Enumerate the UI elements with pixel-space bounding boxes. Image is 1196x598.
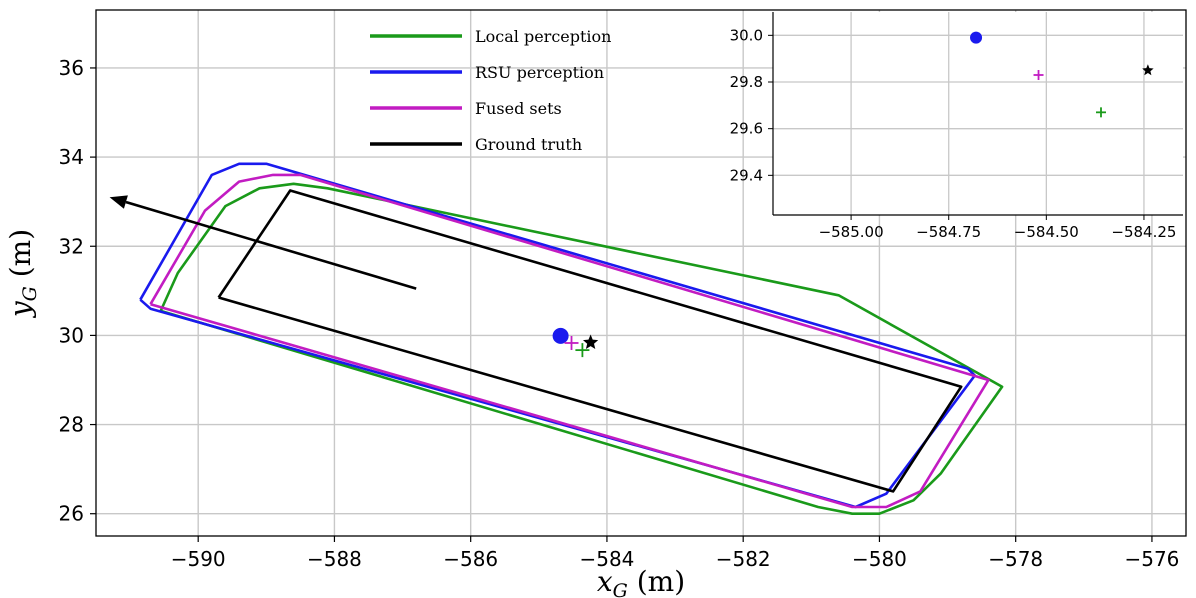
heading-arrow-shaft	[125, 200, 417, 290]
x-axis-title-main: x	[597, 565, 613, 598]
inset-background	[773, 12, 1183, 215]
series-line-0	[159, 182, 1004, 516]
y-axis-title-main: y	[4, 300, 37, 319]
marker-star	[583, 334, 599, 349]
main-plot-frame	[95, 9, 1187, 537]
main-ticks: −590 −588 −586 −584 −582 −580 −578 −576 26 28 30 32…	[59, 56, 1180, 571]
y-axis-title-unit: (m)	[4, 229, 37, 286]
main-arrow	[109, 195, 417, 290]
x-tick-label: −590	[171, 547, 226, 571]
inset-y-tick-label: 29.6	[730, 120, 763, 138]
inset-y-tick-label: 30.0	[730, 26, 763, 44]
x-axis-title: xG (m)	[597, 565, 685, 598]
series-line-1	[139, 162, 977, 509]
x-tick-label: −582	[716, 547, 771, 571]
marker-dot	[552, 327, 569, 344]
inset-x-tick-label: −584.50	[1014, 223, 1079, 241]
y-tick-label: 36	[59, 56, 84, 80]
x-tick-label: −584	[579, 547, 634, 571]
inset-chart: −585.00 −584.75 −584.50 −584.25 29.4 29.6 29.8…	[730, 12, 1183, 241]
y-axis-title: yG (m)	[4, 229, 41, 319]
legend-label-2: Fused sets	[475, 99, 562, 118]
y-tick-label: 30	[59, 323, 84, 347]
y-tick-label: 26	[59, 502, 84, 526]
y-tick-label: 28	[59, 413, 84, 437]
inset-x-tick-label: −585.00	[819, 223, 884, 241]
legend-label-3: Ground truth	[475, 135, 582, 154]
series-line-3	[217, 189, 963, 493]
marker-plus	[1033, 70, 1044, 80]
y-tick-label: 34	[59, 145, 84, 169]
legend-label-0: Local perception	[475, 27, 611, 46]
main-series	[139, 162, 1004, 516]
inset-x-tick-label: −584.75	[916, 223, 981, 241]
axis-titles: xG (m) yG (m)	[4, 229, 685, 598]
marker-plus	[575, 343, 590, 358]
y-tick-label: 32	[59, 234, 84, 258]
x-tick-label: −578	[988, 547, 1043, 571]
marker-star	[1142, 64, 1154, 76]
x-tick-label: −576	[1124, 547, 1179, 571]
legend: Local perception RSU perception Fused sets…	[370, 27, 611, 154]
inset-y-tick-label: 29.4	[730, 166, 763, 184]
x-tick-label: −588	[307, 547, 362, 571]
inset-markers	[970, 31, 1154, 118]
heading-arrow-head	[109, 195, 128, 209]
inset-ticks: −585.00 −584.75 −584.50 −584.25 29.4 29.6 29.8…	[730, 26, 1177, 241]
legend-label-1: RSU perception	[475, 63, 604, 82]
y-axis-title-sub: G	[19, 286, 41, 301]
x-axis-title-sub: G	[613, 580, 628, 598]
x-axis-title-unit: (m)	[628, 565, 685, 598]
inset-y-tick-label: 29.8	[730, 73, 763, 91]
inset-x-tick-label: −584.25	[1111, 223, 1176, 241]
x-tick-label: −580	[852, 547, 907, 571]
marker-plus	[1096, 107, 1106, 118]
marker-plus	[564, 335, 579, 350]
series-line-2	[149, 173, 990, 509]
main-markers	[552, 327, 599, 358]
marker-dot	[970, 31, 983, 44]
x-tick-label: −586	[443, 547, 498, 571]
